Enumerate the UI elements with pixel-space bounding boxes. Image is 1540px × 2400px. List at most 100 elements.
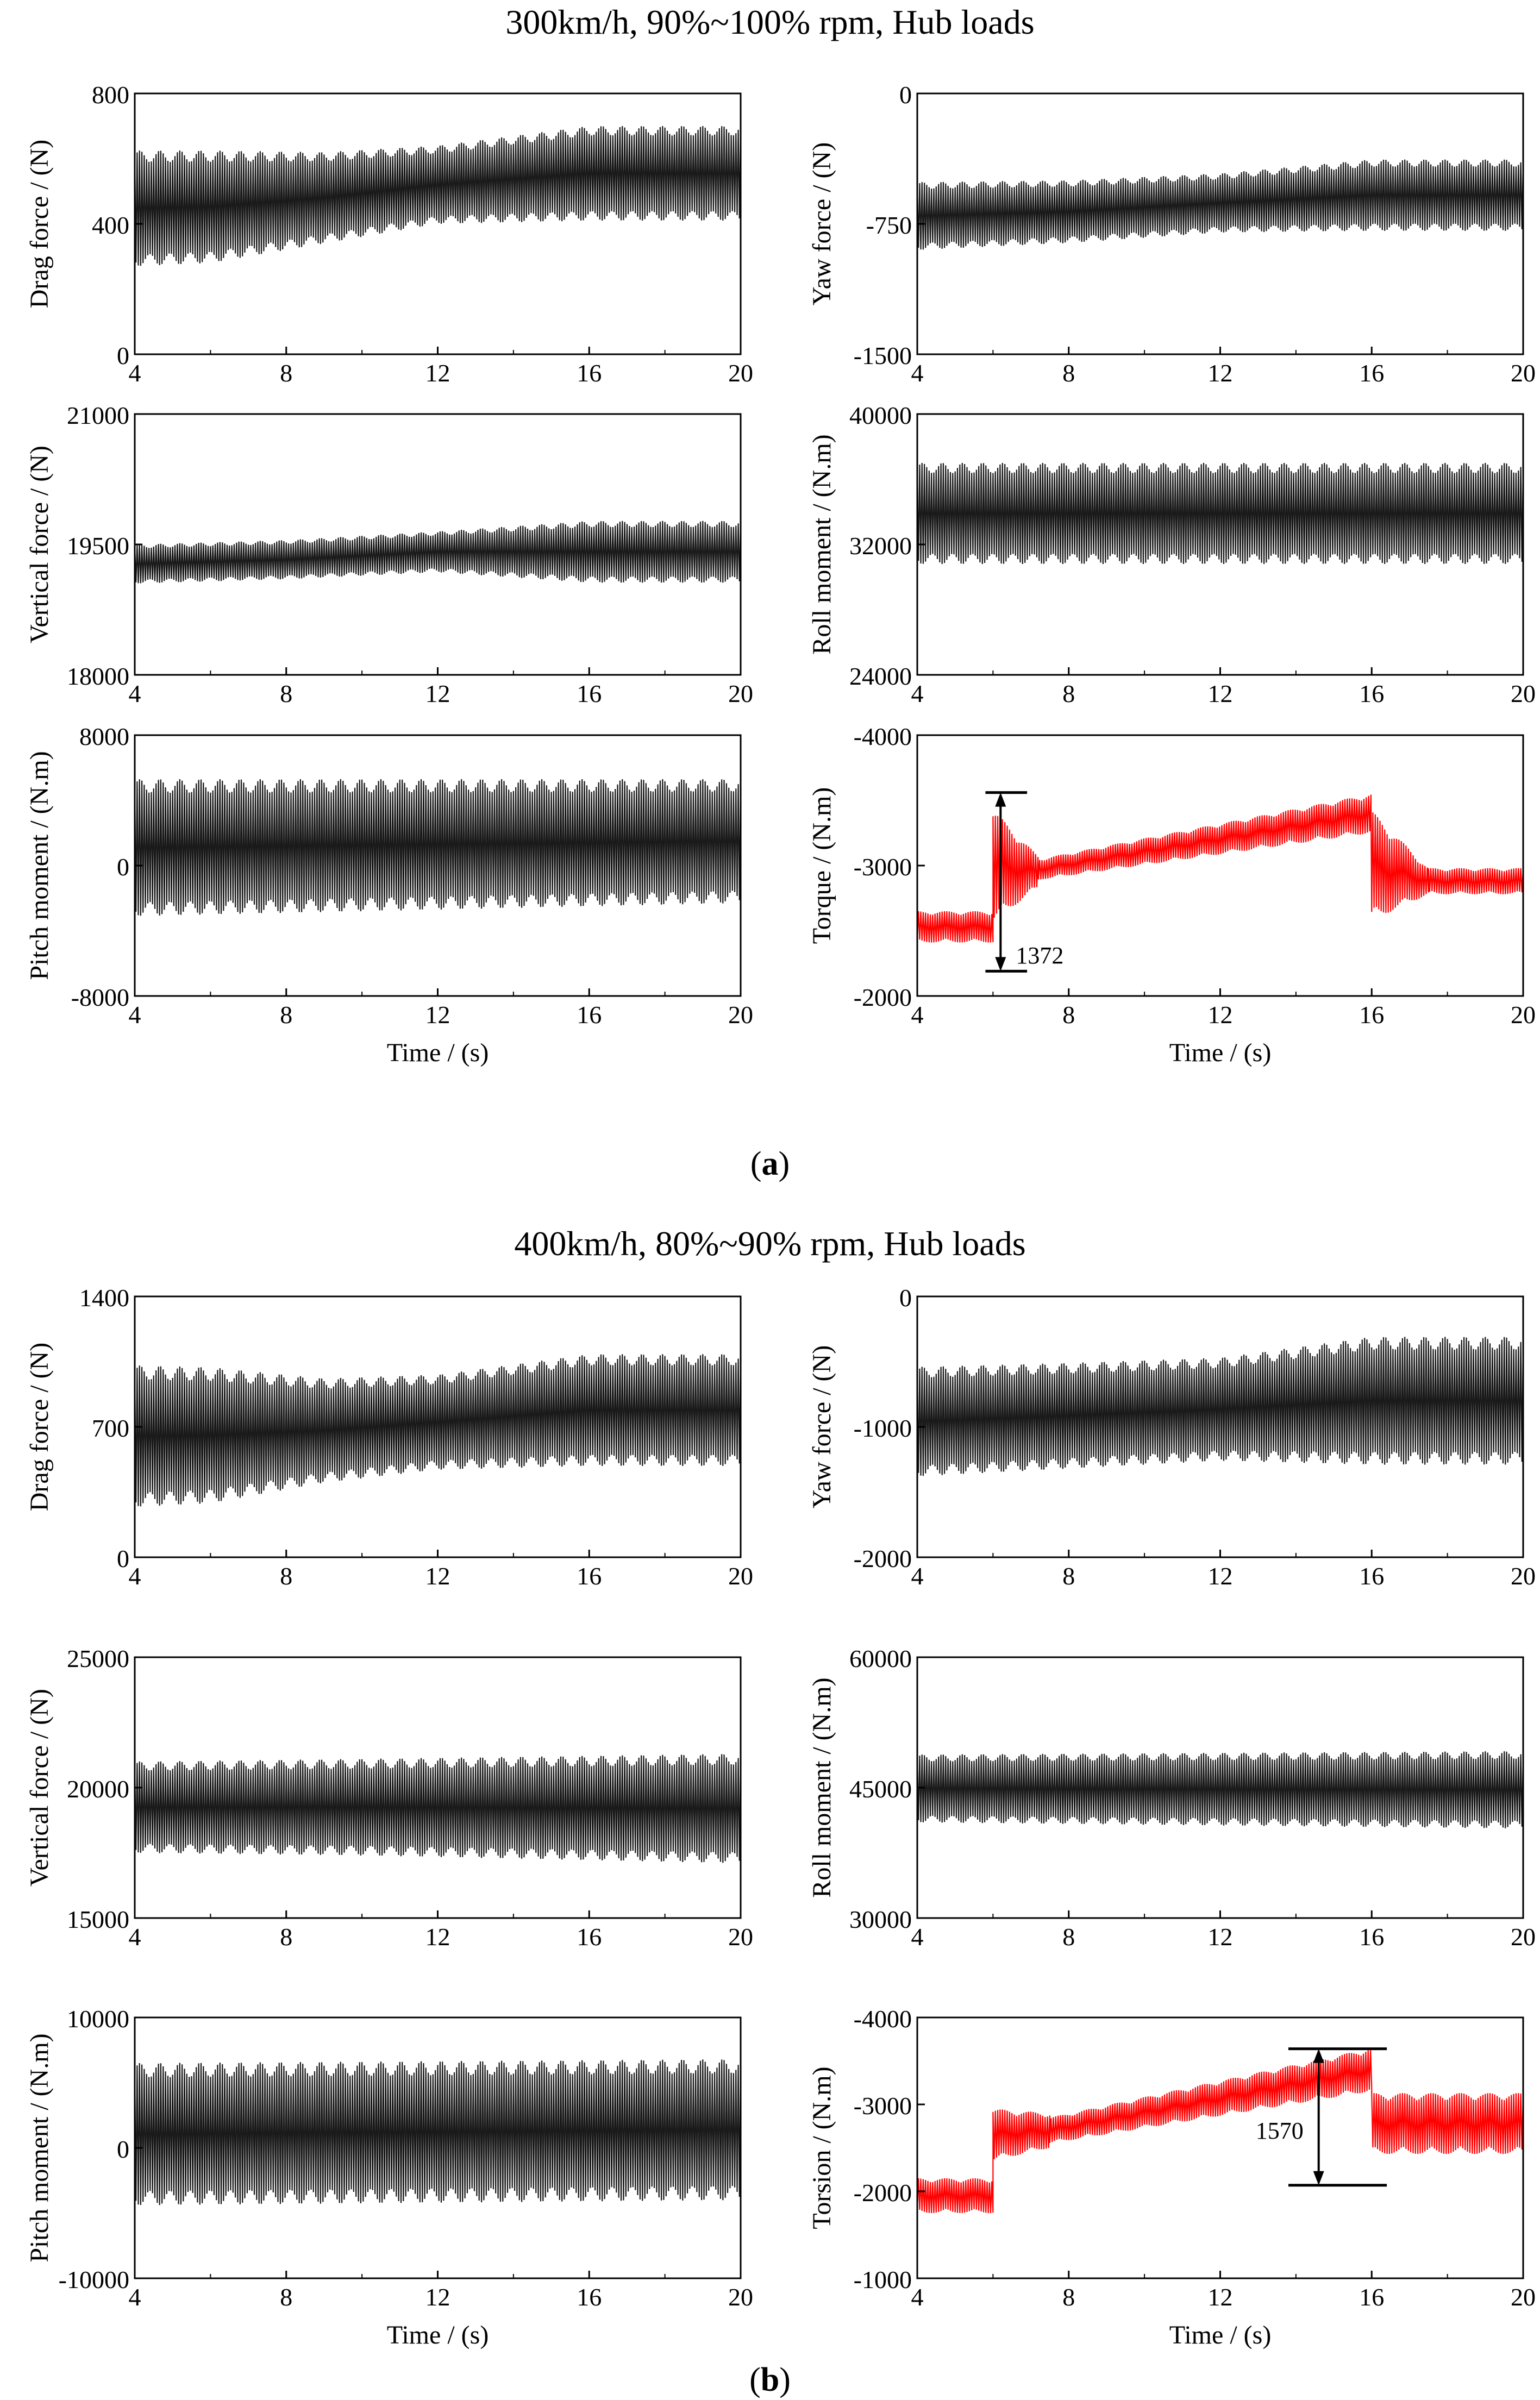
chart-b-3-xtick-label-2: 12 xyxy=(1208,1923,1233,1951)
caption-a-letter: a xyxy=(762,1145,779,1182)
chart-a-1-xtick-label-0: 4 xyxy=(911,359,924,387)
chart-a-4-xlabel: Time / (s) xyxy=(387,1038,489,1067)
chart-a-2-xtick-label-0: 4 xyxy=(129,680,141,707)
chart-a-1-ylabel: Yaw force / (N) xyxy=(807,142,836,305)
chart-b-1-xtick-label-3: 16 xyxy=(1359,1562,1384,1590)
chart-a-1-ytick-label-2: 0 xyxy=(899,81,912,109)
chart-a-3-xtick-label-1: 8 xyxy=(1062,680,1075,707)
chart-a-5-xtick-label-2: 12 xyxy=(1208,1001,1233,1029)
chart-b-4-ytick-label-2: 10000 xyxy=(67,2005,129,2033)
chart-b-1-ytick-label-2: 0 xyxy=(899,1284,912,1312)
chart-a-1-ytick-label-0: -1500 xyxy=(854,342,912,369)
chart-a-4-xtick-label-4: 20 xyxy=(728,1001,753,1029)
chart-b-0-ylabel: Drag force / (N) xyxy=(25,1343,54,1512)
chart-b-5-annotation: 1570 xyxy=(1256,2047,1387,2187)
chart-b-5-series-line xyxy=(917,2048,1523,2214)
chart-b-3-ytick-label-2: 60000 xyxy=(849,1645,912,1672)
chart-a-0-ytick-label-0: 0 xyxy=(117,342,129,369)
chart-a-4-ylabel: Pitch moment / (N.m) xyxy=(25,751,54,980)
chart-a-5-ytick-label-0: -4000 xyxy=(854,723,912,750)
chart-b-0: 0 700 1400 4 8 12 16 20 Drag force / (N) xyxy=(25,1284,753,1590)
chart-b-4-ytick-label-0: -10000 xyxy=(59,2266,129,2294)
chart-a-4-xtick-label-2: 12 xyxy=(425,1001,450,1029)
chart-b-5-xlabel: Time / (s) xyxy=(1169,2321,1272,2349)
chart-a-5-xtick-label-1: 8 xyxy=(1062,1001,1075,1029)
chart-a-4-ytick-label-2: 8000 xyxy=(79,723,129,750)
chart-a-0-xtick-label-2: 12 xyxy=(425,359,450,387)
chart-a-5-xtick-label-3: 16 xyxy=(1359,1001,1384,1029)
chart-b-4-xtick-label-1: 8 xyxy=(280,2283,292,2311)
chart-a-0-xtick-label-3: 16 xyxy=(577,359,602,387)
chart-a-3-ytick-label-0: 24000 xyxy=(849,662,912,690)
chart-b-5-ytick-label-1: -3000 xyxy=(854,2092,912,2120)
chart-b-4-series-line xyxy=(135,2059,741,2205)
chart-a-1-xtick-label-2: 12 xyxy=(1208,359,1233,387)
chart-b-3-ytick-label-0: 30000 xyxy=(849,1906,912,1933)
chart-a-3-series-line xyxy=(917,462,1523,565)
chart-a-2-ytick-label-0: 18000 xyxy=(67,662,129,690)
chart-b-1-ylabel: Yaw force / (N) xyxy=(807,1345,836,1508)
chart-b-3-xtick-label-3: 16 xyxy=(1359,1923,1384,1951)
chart-b-5-annotation-arrowhead-down xyxy=(1313,2171,1324,2185)
chart-b-2-ytick-label-0: 15000 xyxy=(67,1906,129,1933)
chart-b-1-ytick-label-0: -2000 xyxy=(854,1545,912,1572)
chart-b-0-xtick-label-4: 20 xyxy=(728,1562,753,1590)
chart-b-3: 30000 45000 60000 4 8 12 16 20 Roll moment / (N.… xyxy=(807,1645,1536,1951)
chart-b-5-annotation-label: 1570 xyxy=(1256,2117,1304,2144)
chart-a-5-xlabel: Time / (s) xyxy=(1169,1038,1272,1067)
chart-a-5-annotation: 1372 xyxy=(985,791,1063,973)
chart-b-2-xtick-label-2: 12 xyxy=(425,1923,450,1951)
chart-a-2-ylabel: Vertical force / (N) xyxy=(25,446,54,643)
chart-a-1-xtick-label-3: 16 xyxy=(1359,359,1384,387)
chart-b-3-ytick-label-1: 45000 xyxy=(849,1775,912,1803)
chart-a-3-xtick-label-4: 20 xyxy=(1511,680,1536,707)
caption-a: (a) xyxy=(750,1145,790,1182)
chart-b-1-xtick-label-0: 4 xyxy=(911,1562,924,1590)
chart-b-0-ytick-label-0: 0 xyxy=(117,1545,129,1572)
chart-b-4-xlabel: Time / (s) xyxy=(387,2321,489,2349)
chart-b-4-ylabel: Pitch moment / (N.m) xyxy=(25,2033,54,2262)
chart-a-5-series-line xyxy=(917,794,1523,943)
chart-a-5-annotation-arrowhead-up xyxy=(995,792,1006,807)
chart-b-4: -10000 0 10000 4 8 12 16 20 Pitch moment / (N.m)… xyxy=(25,2005,753,2349)
chart-b-5-ytick-label-2: -2000 xyxy=(854,2179,912,2207)
chart-a-2-ytick-label-2: 21000 xyxy=(67,402,129,429)
chart-a-3: 24000 32000 40000 4 8 12 16 20 Roll moment / (N.… xyxy=(807,402,1536,707)
chart-b-2-series-line xyxy=(135,1754,741,1863)
chart-a-2-xtick-label-1: 8 xyxy=(280,680,292,707)
chart-a-2-xtick-label-4: 20 xyxy=(728,680,753,707)
chart-a-2-xtick-label-3: 16 xyxy=(577,680,602,707)
chart-b-2-ytick-label-1: 20000 xyxy=(67,1775,129,1803)
chart-b-4-xtick-label-0: 4 xyxy=(129,2283,141,2311)
chart-a-4: -8000 0 8000 4 8 12 16 20 Pitch moment / (N.m) Ti… xyxy=(25,723,753,1067)
chart-b-5-xtick-label-3: 16 xyxy=(1359,2283,1384,2311)
chart-b-0-xtick-label-3: 16 xyxy=(577,1562,602,1590)
chart-a-0-series-line xyxy=(135,126,741,266)
chart-a-5-xtick-label-0: 4 xyxy=(911,1001,924,1029)
chart-b-5-ytick-label-0: -4000 xyxy=(854,2005,912,2033)
chart-b-3-ylabel: Roll moment / (N.m) xyxy=(807,1677,836,1897)
chart-a-1-series-line xyxy=(917,159,1523,250)
caption-b-letter: b xyxy=(761,2361,779,2398)
chart-b-0-ytick-label-2: 1400 xyxy=(79,1284,129,1312)
chart-b-3-xtick-label-1: 8 xyxy=(1062,1923,1075,1951)
chart-b-5-annotation-arrowhead-up xyxy=(1313,2048,1324,2063)
chart-a-0-ylabel: Drag force / (N) xyxy=(25,140,54,309)
chart-a-3-xtick-label-3: 16 xyxy=(1359,680,1384,707)
chart-a-5-xtick-label-4: 20 xyxy=(1511,1001,1536,1029)
chart-a-0: 0 400 800 4 8 12 16 20 Drag force / (N) xyxy=(25,81,753,387)
chart-a-2-series-line xyxy=(135,521,741,584)
svg-text:(a): (a) xyxy=(750,1145,790,1182)
chart-b-2: 15000 20000 25000 4 8 12 16 20 Vertical force / … xyxy=(25,1645,753,1951)
chart-b-5-xtick-label-1: 8 xyxy=(1062,2283,1075,2311)
chart-b-1-series-line xyxy=(917,1337,1523,1476)
panel-a-title: 300km/h, 90%~100% rpm, Hub loads xyxy=(505,3,1034,41)
chart-b-4-ytick-label-1: 0 xyxy=(117,2135,129,2163)
chart-a-5-annotation-arrowhead-down xyxy=(995,957,1006,972)
chart-a-1-ytick-label-1: -750 xyxy=(866,211,912,239)
svg-text:(b): (b) xyxy=(749,2361,791,2398)
chart-a-1-xtick-label-1: 8 xyxy=(1062,359,1075,387)
